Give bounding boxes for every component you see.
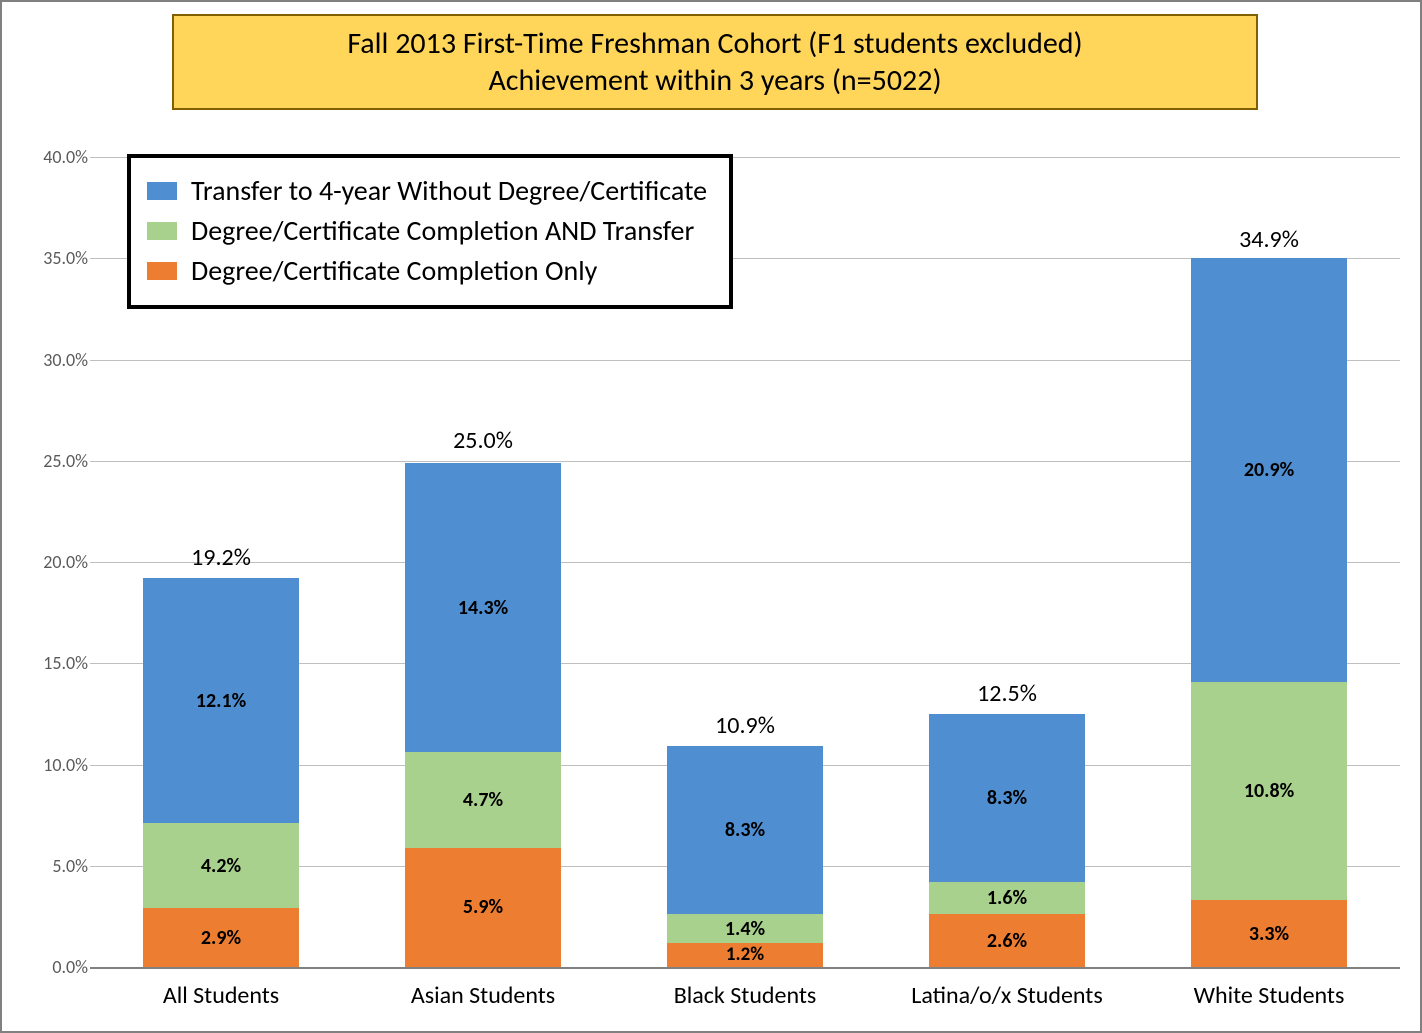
bar-segment: 12.1% xyxy=(143,578,299,823)
y-tick-label: 10.0% xyxy=(8,754,88,776)
bar-segment: 1.4% xyxy=(667,914,823,942)
legend: Transfer to 4-year Without Degree/Certif… xyxy=(127,154,733,309)
bar-segment: 2.9% xyxy=(143,908,299,967)
data-label: 12.1% xyxy=(196,689,246,713)
bar-stack: 1.2% 1.4% 8.3% xyxy=(667,746,823,967)
y-tick-label: 25.0% xyxy=(8,450,88,472)
chart-title: Fall 2013 First-Time Freshman Cohort (F1… xyxy=(172,14,1258,110)
y-tick-label: 35.0% xyxy=(8,247,88,269)
category-label: Latina/o/x Students xyxy=(877,981,1137,1010)
y-tick-label: 5.0% xyxy=(8,855,88,877)
bar-segment: 8.3% xyxy=(929,714,1085,882)
bar-segment: 8.3% xyxy=(667,746,823,914)
bar-segment: 3.3% xyxy=(1191,900,1347,967)
bar-segment: 4.2% xyxy=(143,823,299,908)
bar-total-label: 12.5% xyxy=(897,679,1117,708)
y-tick-label: 15.0% xyxy=(8,652,88,674)
data-label: 8.3% xyxy=(725,818,765,842)
legend-item: Transfer to 4-year Without Degree/Certif… xyxy=(147,173,707,208)
data-label: 2.6% xyxy=(987,929,1027,953)
category-label: White Students xyxy=(1139,981,1399,1010)
y-tick-label: 30.0% xyxy=(8,349,88,371)
bar-segment: 5.9% xyxy=(405,848,561,967)
legend-swatch xyxy=(147,182,177,200)
data-label: 14.3% xyxy=(458,596,508,620)
data-label: 2.9% xyxy=(201,926,241,950)
bar-segment: 20.9% xyxy=(1191,258,1347,681)
y-tick-label: 20.0% xyxy=(8,551,88,573)
bar-total-label: 25.0% xyxy=(373,426,593,455)
data-label: 1.6% xyxy=(987,886,1027,910)
legend-item: Degree/Certificate Completion AND Transf… xyxy=(147,213,707,248)
data-label: 1.2% xyxy=(726,945,764,964)
bar-stack: 3.3% 10.8% 20.9% xyxy=(1191,258,1347,967)
y-tick-label: 40.0% xyxy=(8,146,88,168)
bar-total-label: 10.9% xyxy=(635,711,855,740)
data-label: 3.3% xyxy=(1249,922,1289,946)
data-label: 4.2% xyxy=(201,854,241,878)
bar-segment: 1.2% xyxy=(667,943,823,967)
y-tick-label: 0.0% xyxy=(8,956,88,978)
legend-label: Transfer to 4-year Without Degree/Certif… xyxy=(191,173,707,208)
bar-total-label: 19.2% xyxy=(111,543,331,572)
bar-segment: 2.6% xyxy=(929,914,1085,967)
bar-stack: 5.9% 4.7% 14.3% xyxy=(405,463,561,967)
bar-stack: 2.9% 4.2% 12.1% xyxy=(143,578,299,967)
bar-stack: 2.6% 1.6% 8.3% xyxy=(929,714,1085,967)
data-label: 4.7% xyxy=(463,788,503,812)
legend-item: Degree/Certificate Completion Only xyxy=(147,253,707,288)
chart-frame: Fall 2013 First-Time Freshman Cohort (F1… xyxy=(0,0,1422,1033)
legend-swatch xyxy=(147,222,177,240)
data-label: 1.4% xyxy=(725,917,765,941)
bar-total-label: 34.9% xyxy=(1159,225,1379,254)
bar-segment: 14.3% xyxy=(405,463,561,753)
data-label: 5.9% xyxy=(463,895,503,919)
legend-label: Degree/Certificate Completion Only xyxy=(191,253,597,288)
chart-title-line1: Fall 2013 First-Time Freshman Cohort (F1… xyxy=(347,25,1082,63)
chart-title-line2: Achievement within 3 years (n=5022) xyxy=(488,62,941,100)
bar-segment: 4.7% xyxy=(405,752,561,847)
data-label: 20.9% xyxy=(1244,458,1294,482)
gridline xyxy=(90,967,1400,969)
data-label: 8.3% xyxy=(987,786,1027,810)
legend-label: Degree/Certificate Completion AND Transf… xyxy=(191,213,694,248)
bar-segment: 10.8% xyxy=(1191,682,1347,901)
data-label: 10.8% xyxy=(1244,779,1294,803)
category-label: Black Students xyxy=(615,981,875,1010)
bar-segment: 1.6% xyxy=(929,882,1085,914)
legend-swatch xyxy=(147,262,177,280)
category-label: Asian Students xyxy=(353,981,613,1010)
category-label: All Students xyxy=(91,981,351,1010)
